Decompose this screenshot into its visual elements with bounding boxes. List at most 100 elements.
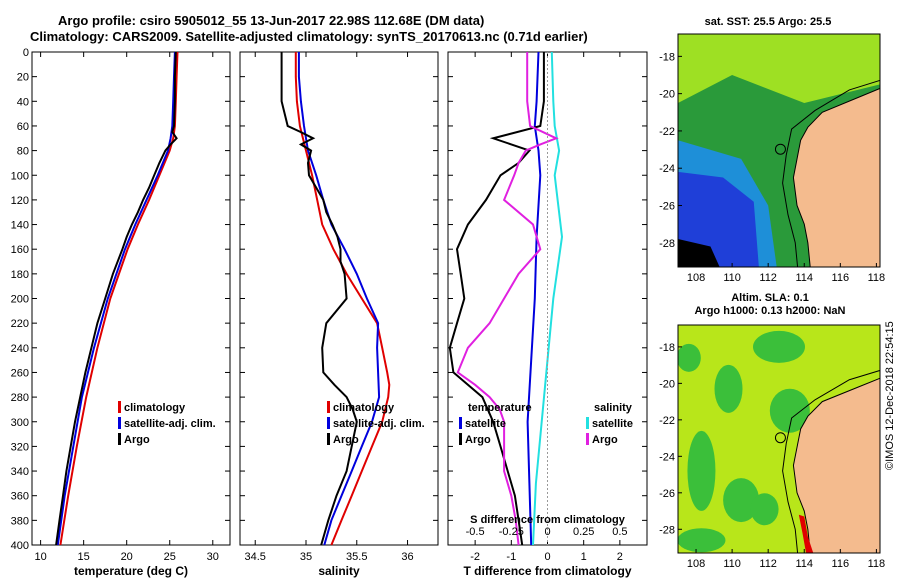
map-ytick-label: -28 xyxy=(659,524,675,536)
sla-anomaly xyxy=(678,343,701,372)
map-xtick-label: 114 xyxy=(795,272,813,284)
map-sla_map xyxy=(677,324,881,554)
sla-anomaly xyxy=(769,388,810,433)
map-ytick-label: -22 xyxy=(659,415,675,427)
argo-position-marker xyxy=(774,432,786,444)
series-line-s-argo xyxy=(456,52,559,546)
ytick-label: 100 xyxy=(11,170,29,182)
ytick-label: 200 xyxy=(11,294,29,306)
map-xtick-label: 112 xyxy=(759,558,777,570)
top-axis-label: S difference from climatology xyxy=(470,514,626,526)
diff-legend-sal-label: Argo xyxy=(592,434,618,446)
ytick-label: 360 xyxy=(11,491,29,503)
diff-legend-temp-title: temperature xyxy=(468,402,532,414)
map-ytick-label: -22 xyxy=(659,126,675,138)
top-tick-label: 0 xyxy=(544,526,550,538)
map-ytick-label: -28 xyxy=(659,238,675,250)
map-xtick-label: 114 xyxy=(795,558,813,570)
temp-legend-label: satellite-adj. clim. xyxy=(124,418,216,430)
map-ytick-label: -18 xyxy=(659,342,675,354)
title-line-2: Climatology: CARS2009. Satellite-adjuste… xyxy=(30,29,588,44)
diff-legend-sal-title: salinity xyxy=(594,402,633,414)
ytick-label: 300 xyxy=(11,417,29,429)
xtick-label: 30 xyxy=(207,551,219,563)
xtick-label: 15 xyxy=(78,551,90,563)
ytick-label: 380 xyxy=(11,515,29,527)
xtick-label: 1 xyxy=(581,551,587,563)
map-xtick-label: 108 xyxy=(687,558,705,570)
x-axis-label: T difference from climatology xyxy=(463,564,631,578)
top-tick-label: -0.25 xyxy=(499,526,524,538)
x-axis-label: salinity xyxy=(318,564,360,578)
xtick-label: 25 xyxy=(164,551,176,563)
x-axis-label: temperature (deg C) xyxy=(74,564,188,578)
timestamp-stamp: ©IMOS 12-Dec-2018 22:54:15 xyxy=(884,321,896,470)
map-ytick-label: -24 xyxy=(659,451,675,463)
sla-anomaly xyxy=(678,528,726,553)
xtick-label: 36 xyxy=(401,551,413,563)
shelf-contour xyxy=(782,369,880,553)
sla-map-title: Altim. SLA: 0.1 xyxy=(731,292,809,304)
temp-legend-swatch xyxy=(118,417,121,429)
xtick-label: -2 xyxy=(470,551,480,563)
ytick-label: 40 xyxy=(17,96,29,108)
top-tick-label: -0.5 xyxy=(466,526,485,538)
ytick-label: 340 xyxy=(11,466,29,478)
map-xtick-label: 118 xyxy=(868,558,886,570)
temp-legend-swatch xyxy=(118,433,121,445)
series-line-s-satellite xyxy=(532,51,564,546)
ytick-label: 240 xyxy=(11,343,29,355)
land xyxy=(792,377,880,553)
map-frame xyxy=(677,33,881,268)
map-xtick-label: 110 xyxy=(723,272,741,284)
xtick-label: 34.5 xyxy=(245,551,266,563)
series-line-satellite-adj-clim- xyxy=(56,51,176,546)
ytick-label: 60 xyxy=(17,121,29,133)
ytick-label: 280 xyxy=(11,392,29,404)
sal-legend-swatch xyxy=(327,433,330,445)
ytick-label: 320 xyxy=(11,441,29,453)
ytick-label: 120 xyxy=(11,195,29,207)
no-data xyxy=(678,239,720,267)
map-xtick-label: 108 xyxy=(687,272,705,284)
series-line-climatology xyxy=(294,52,391,546)
xtick-label: 35 xyxy=(300,551,312,563)
diff-legend-temp-label: Argo xyxy=(465,434,491,446)
map-ytick-label: -24 xyxy=(659,163,675,175)
panel-frame-salinity xyxy=(239,51,439,546)
xtick-label: 20 xyxy=(121,551,133,563)
ytick-label: 80 xyxy=(17,146,29,158)
diff-legend-temp-swatch xyxy=(459,417,462,429)
series-line-argo xyxy=(280,52,358,546)
ytick-label: 0 xyxy=(23,47,29,59)
ytick-label: 220 xyxy=(11,318,29,330)
land xyxy=(792,87,880,267)
sla-anomaly xyxy=(753,330,805,363)
sla-anomaly xyxy=(723,478,760,523)
map-ytick-label: -26 xyxy=(659,488,675,500)
xtick-label: -1 xyxy=(506,551,516,563)
sla-anomaly xyxy=(750,493,779,526)
argo-position-marker xyxy=(774,143,786,155)
map-ytick-label: -26 xyxy=(659,200,675,212)
map-ytick-label: -18 xyxy=(659,51,675,63)
diff-legend-temp-label: satellite xyxy=(465,418,506,430)
map-xtick-label: 116 xyxy=(832,272,850,284)
map-xtick-label: 112 xyxy=(759,272,777,284)
sal-legend-swatch xyxy=(327,401,330,413)
ytick-label: 400 xyxy=(11,540,29,552)
sal-legend-swatch xyxy=(327,417,330,429)
sst-map-title: sat. SST: 25.5 Argo: 25.5 xyxy=(705,16,832,28)
map-xtick-label: 118 xyxy=(868,272,886,284)
map-ytick-label: -20 xyxy=(659,89,675,101)
diff-legend-sal-swatch xyxy=(586,433,589,445)
temp-legend-swatch xyxy=(118,401,121,413)
xtick-label: 0 xyxy=(544,551,550,563)
map-sst_map xyxy=(677,33,881,268)
series-line-t-argo xyxy=(448,52,545,546)
ytick-label: 160 xyxy=(11,244,29,256)
sla-anomaly xyxy=(687,430,716,511)
xtick-label: 10 xyxy=(34,551,46,563)
ytick-label: 20 xyxy=(17,72,29,84)
top-tick-label: 0.5 xyxy=(612,526,627,538)
